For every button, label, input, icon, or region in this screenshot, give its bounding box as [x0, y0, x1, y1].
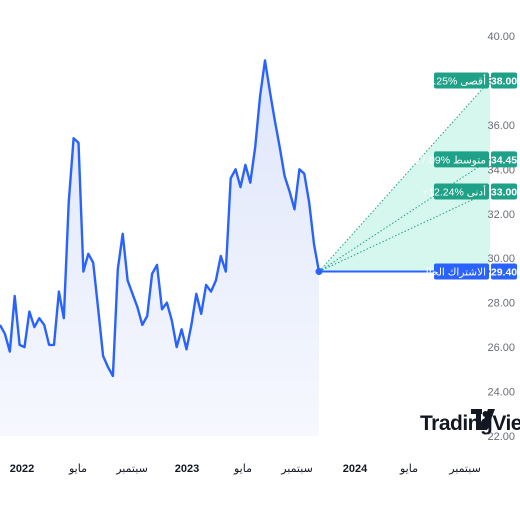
y-axis: 40.0038.0036.0034.0032.0030.0028.0026.00… — [487, 31, 515, 443]
projection-line-1 — [318, 158, 491, 272]
forecast-layer — [318, 80, 491, 273]
tag-current-value-box — [491, 263, 517, 280]
tag-max-label-text: +29.25% أقصى — [416, 73, 487, 87]
y-tick-label: 28.00 — [487, 298, 515, 310]
projection-tags: +29.25% أقصى 38.00 +17.09% متوسط 34.45 +12.2… — [408, 72, 517, 280]
tag-min-value-text: 33.00 — [491, 187, 517, 199]
tag-max-value-text: 38.00 — [491, 75, 517, 87]
tag-current: الاشتراك الحالي 29.40 — [417, 263, 517, 280]
tag-current-label-box — [434, 263, 489, 280]
tag-max-value-box — [491, 72, 517, 89]
projection-line-0 — [318, 80, 491, 272]
x-tick-label: سبتمبر — [115, 463, 148, 475]
tag-min-label-box — [434, 183, 489, 200]
tag-avg-value-text: 34.45 — [491, 154, 517, 166]
x-tick-label: مايو — [233, 463, 252, 475]
last-price-dot — [315, 268, 323, 276]
y-tick-label: 36.00 — [487, 120, 515, 132]
x-tick-label: 2024 — [343, 463, 368, 475]
tag-min-value-box — [491, 183, 517, 200]
y-tick-label: 32.00 — [487, 209, 515, 221]
x-tick-label: مايو — [68, 463, 87, 475]
tag-avg-label-text: +17.09% متوسط — [408, 154, 486, 166]
tag-max-label-box — [434, 72, 489, 89]
price-series-layer — [0, 59, 323, 437]
x-tick-label: مايو — [399, 463, 418, 475]
y-tick-label: 22.00 — [487, 431, 515, 443]
y-tick-label: 24.00 — [487, 387, 515, 399]
x-tick-label: سبتمبر — [448, 463, 481, 475]
watermark-text: TradingView — [420, 412, 520, 435]
x-tick-label: 2023 — [175, 463, 199, 475]
tag-avg-value-box — [491, 151, 517, 168]
tradingview-watermark: TradingView — [420, 409, 520, 435]
tradingview-logo-icon — [471, 409, 495, 430]
price-line — [0, 59, 321, 378]
tag-avg-label-box — [434, 151, 489, 168]
tag-min-label-text: +12.24% أدنى — [422, 185, 486, 199]
x-axis: 2022 مايو سبتمبر 2023 مايو سبتمبر 2024 مايو سبتم… — [10, 463, 481, 475]
x-tick-label: سبتمبر — [280, 463, 313, 475]
price-area-fill — [0, 60, 319, 437]
y-tick-label: 30.00 — [487, 253, 515, 265]
x-tick-label: 2022 — [10, 463, 34, 475]
tag-avg: +17.09% متوسط 34.45 — [408, 151, 517, 168]
y-tick-label: 40.00 — [487, 31, 515, 43]
tag-max: +29.25% أقصى 38.00 — [416, 72, 517, 89]
tag-min: +12.24% أدنى 33.00 — [422, 183, 517, 200]
y-tick-label: 26.00 — [487, 342, 515, 354]
tag-current-label-text: الاشتراك الحالي — [417, 267, 486, 279]
tag-current-value-text: 29.40 — [491, 267, 517, 279]
